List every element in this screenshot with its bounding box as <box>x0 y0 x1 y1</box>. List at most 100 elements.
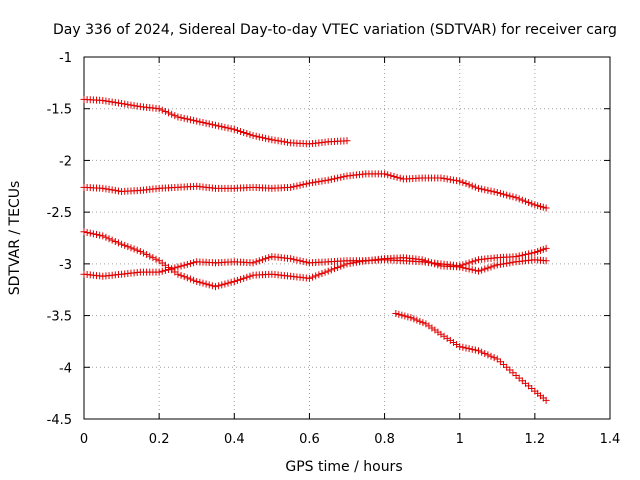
data-point <box>478 348 486 356</box>
data-point <box>407 314 415 322</box>
data-point <box>208 282 216 290</box>
data-point <box>180 261 188 269</box>
data-point <box>114 99 122 107</box>
data-point <box>287 255 295 263</box>
data-point <box>490 354 498 362</box>
data-point <box>108 98 116 106</box>
data-point <box>459 178 467 186</box>
data-point <box>453 177 461 185</box>
data-point <box>243 130 251 138</box>
data-point <box>130 102 138 110</box>
data-point <box>327 175 335 183</box>
data-point <box>240 129 248 137</box>
data-point <box>199 279 207 287</box>
data-point <box>484 186 492 194</box>
x-tick-label: 0 <box>80 432 88 447</box>
data-point <box>471 266 479 274</box>
data-point <box>105 235 113 243</box>
data-point <box>293 256 301 264</box>
data-point <box>487 352 495 360</box>
data-point <box>227 125 235 133</box>
data-point <box>221 123 229 131</box>
data-point <box>177 262 185 270</box>
data-point <box>249 132 257 140</box>
series-track-4 <box>80 253 550 280</box>
data-point <box>381 170 389 178</box>
data-point <box>393 173 401 181</box>
data-point <box>83 228 91 236</box>
data-point <box>309 179 317 187</box>
data-point <box>208 121 216 129</box>
x-tick-label: 0.4 <box>224 432 245 447</box>
series-track-5 <box>392 310 550 404</box>
data-point <box>165 266 173 274</box>
data-point <box>396 174 404 182</box>
data-point <box>459 264 467 272</box>
data-point <box>318 177 326 185</box>
data-point <box>287 183 295 191</box>
data-point <box>240 274 248 282</box>
data-point <box>127 101 135 109</box>
data-point <box>509 258 517 266</box>
data-point <box>199 119 207 127</box>
data-point <box>468 345 476 353</box>
axis-ticks: 0 0.2 0.4 0.6 0.8 1 1.2 1.4 -1 -1.5 -2 -2.5 -3 -3.5 -4… <box>47 51 621 447</box>
data-point <box>105 97 113 105</box>
data-point <box>190 116 198 124</box>
data-point <box>315 178 323 186</box>
data-point <box>212 121 219 129</box>
data-point <box>252 132 260 140</box>
data-point <box>309 273 317 281</box>
data-point <box>118 240 126 248</box>
data-point <box>305 179 313 187</box>
data-point <box>390 172 398 180</box>
y-axis-label: SDTVAR / TECUs <box>7 181 23 296</box>
data-point <box>252 258 260 266</box>
data-point <box>196 118 204 126</box>
data-point <box>133 102 141 110</box>
data-point <box>218 123 226 131</box>
data-point <box>155 268 163 276</box>
data-point <box>168 265 176 273</box>
data-point <box>503 259 511 267</box>
data-point <box>468 258 476 266</box>
data-point <box>168 110 176 118</box>
data-point <box>171 264 179 272</box>
data-point <box>478 185 486 193</box>
data-point <box>177 114 185 122</box>
data-point <box>265 254 273 262</box>
data-point <box>437 174 445 182</box>
data-point <box>318 270 326 278</box>
data-point <box>410 315 418 323</box>
series-track-1 <box>80 95 351 148</box>
data-point <box>525 198 533 206</box>
y-tick-label: -4 <box>59 361 72 376</box>
data-point <box>500 260 508 268</box>
data-point <box>265 135 273 143</box>
y-tick-label: -3.5 <box>47 310 72 325</box>
data-point <box>139 249 147 257</box>
data-point <box>174 113 182 121</box>
x-tick-label: 0.6 <box>299 432 320 447</box>
data-point <box>456 177 464 185</box>
data-point <box>224 279 232 287</box>
data-point <box>202 119 210 127</box>
data-point <box>96 231 104 239</box>
data-point <box>299 257 307 265</box>
data-point <box>484 351 492 359</box>
data-point <box>93 231 101 239</box>
data-point <box>180 114 188 122</box>
data-point <box>528 200 536 208</box>
data-point <box>171 112 179 120</box>
data-point <box>493 188 501 196</box>
y-tick-label: -4.5 <box>47 413 72 428</box>
data-point <box>212 283 219 291</box>
data-point <box>183 260 191 268</box>
data-point <box>475 267 482 275</box>
data-point <box>233 276 241 284</box>
data-point <box>186 260 194 268</box>
data-point <box>190 259 198 267</box>
data-point <box>509 193 517 201</box>
data-point <box>462 180 470 188</box>
